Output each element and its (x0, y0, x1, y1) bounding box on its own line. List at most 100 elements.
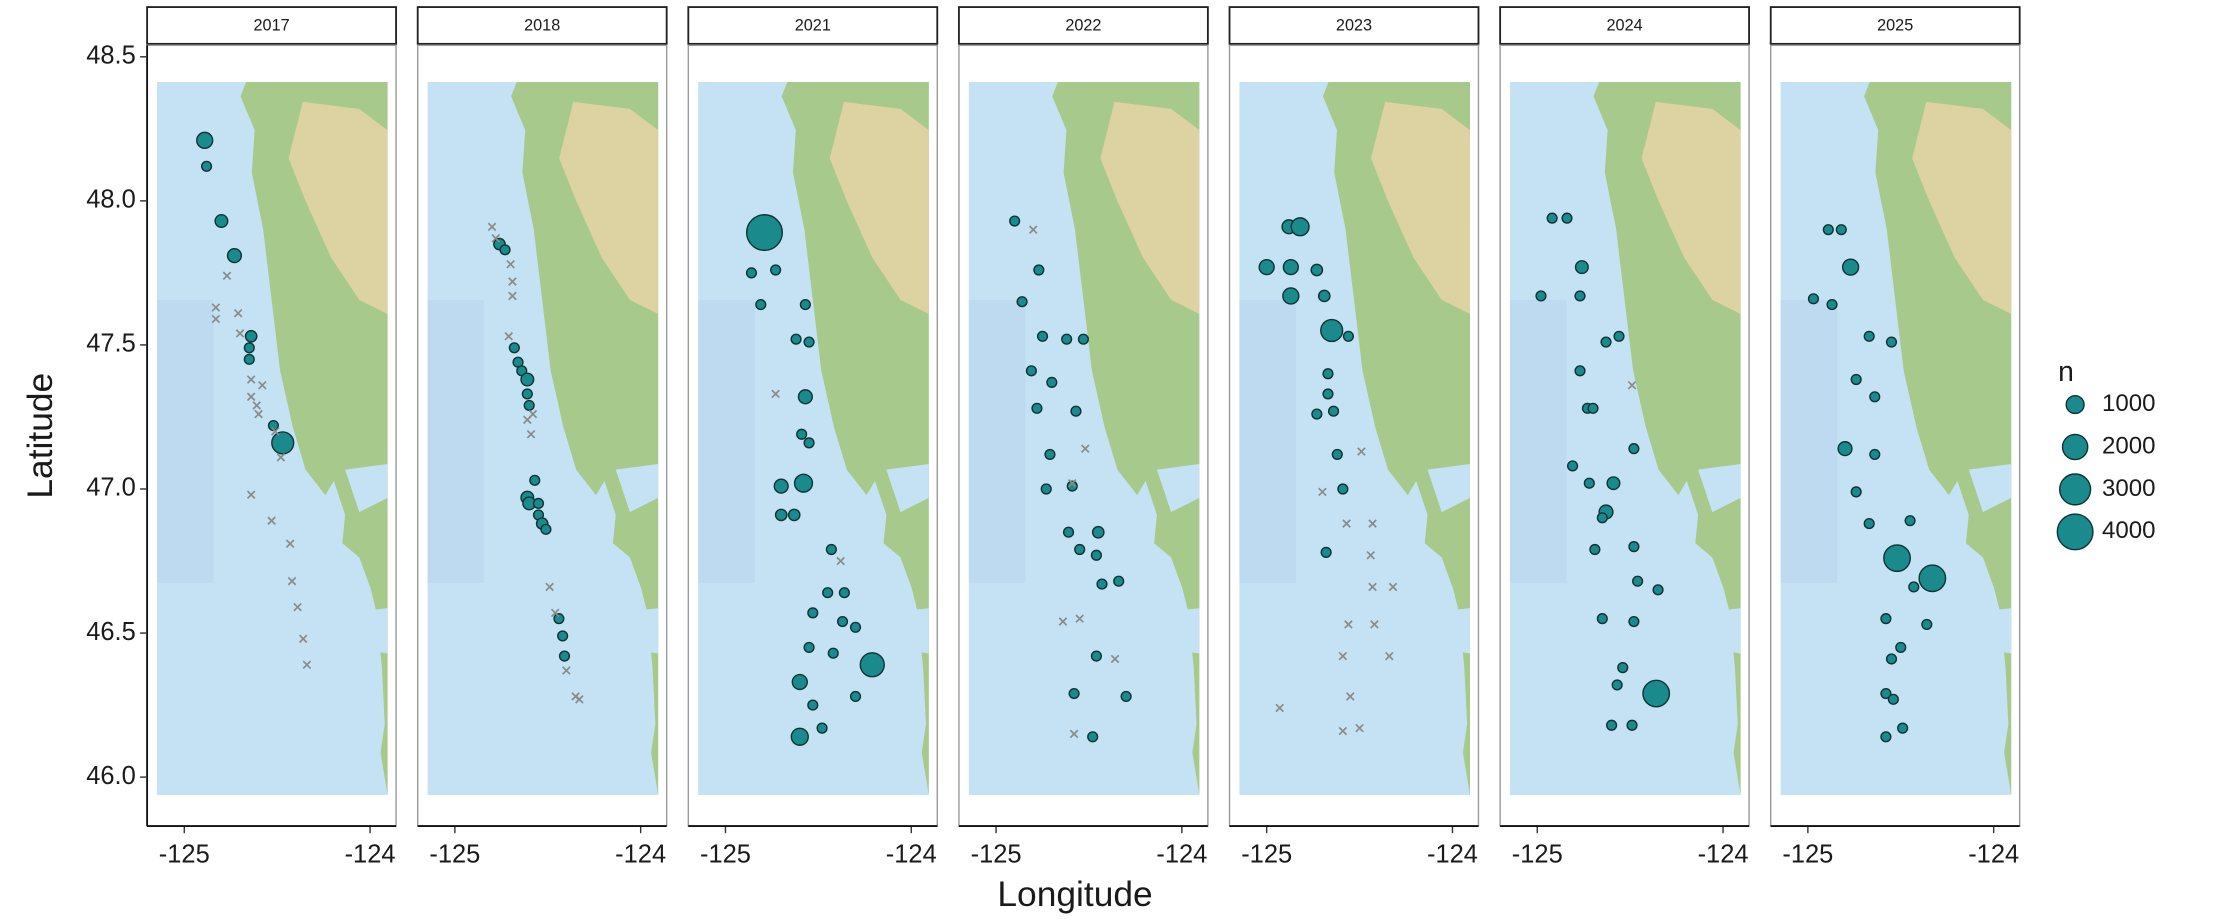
deep-water (1781, 300, 1838, 583)
x-tick-label: -125 (1512, 841, 1563, 869)
catch-point (826, 545, 836, 555)
catch-point (851, 622, 861, 632)
x-tick-label: -124 (1968, 841, 2019, 869)
basemap (1781, 82, 2012, 795)
catch-point (1329, 406, 1339, 416)
deep-water (157, 300, 214, 583)
facet-title: 2017 (254, 16, 290, 34)
x-tick-label: -125 (1782, 841, 1833, 869)
catch-point (756, 300, 766, 310)
catch-point (1093, 527, 1104, 538)
catch-point (1092, 550, 1102, 560)
catch-point (1069, 689, 1079, 699)
catch-point (1259, 260, 1274, 275)
catch-point (500, 245, 510, 255)
catch-point (1612, 680, 1622, 690)
catch-point (1536, 291, 1546, 301)
catch-point (1344, 331, 1354, 341)
catch-point (1629, 617, 1639, 627)
catch-point (804, 337, 814, 347)
catch-point (860, 653, 884, 677)
catch-point (771, 265, 781, 275)
catch-point (1809, 294, 1819, 304)
catch-point (1887, 337, 1897, 347)
x-axis-title: Longitude (997, 875, 1152, 914)
facet-title: 2025 (1877, 16, 1913, 34)
catch-point (1062, 334, 1072, 344)
x-tick-label: -124 (1698, 841, 1749, 869)
catch-point (530, 475, 540, 485)
catch-point (791, 728, 808, 745)
catch-point (1092, 651, 1102, 661)
catch-point (228, 249, 242, 263)
y-axis-title: Latitude (21, 373, 60, 499)
catch-point (1590, 545, 1600, 555)
chart: Longitude Latitude 2017-125-1242018-125-… (0, 0, 2218, 923)
catch-point (1618, 663, 1628, 673)
catch-point (1075, 545, 1085, 555)
page: {"chart_data": { "type": "scatter", "x_l… (0, 0, 2218, 923)
catch-point (558, 631, 568, 641)
catch-point (524, 401, 534, 411)
catch-point (272, 432, 294, 454)
catch-point (1887, 654, 1897, 664)
facet-title: 2023 (1336, 16, 1372, 34)
catch-point (1088, 732, 1098, 742)
catch-point (1121, 692, 1131, 702)
catch-point (1547, 213, 1557, 223)
catch-point (509, 343, 519, 353)
catch-point (534, 499, 544, 509)
x-tick-label: -124 (615, 841, 666, 869)
catch-point (1047, 377, 1057, 387)
facet-title: 2021 (795, 16, 831, 34)
catch-point (1283, 288, 1299, 304)
catch-point (1323, 369, 1333, 379)
catch-point (1071, 406, 1081, 416)
catch-point (1851, 487, 1861, 497)
catch-point (1338, 484, 1348, 494)
catch-point (1588, 403, 1598, 413)
catch-point (1311, 264, 1322, 275)
catch-point (1079, 334, 1089, 344)
y-tick-label: 47.5 (86, 330, 136, 358)
facet-title: 2022 (1065, 16, 1101, 34)
catch-point (839, 588, 849, 598)
catch-point (1629, 444, 1639, 454)
catch-point (800, 300, 810, 310)
catch-point (804, 643, 814, 653)
catch-point (1898, 723, 1908, 733)
y-tick-label: 47.0 (86, 474, 136, 502)
catch-point (1919, 565, 1945, 591)
catch-point (1836, 225, 1846, 235)
legend-label: 2000 (2102, 432, 2155, 459)
y-tick-label: 46.5 (86, 618, 136, 646)
basemap (698, 82, 929, 795)
catch-point (1601, 337, 1611, 347)
catch-point (1896, 643, 1906, 653)
basemap (1239, 82, 1470, 795)
catch-point (798, 390, 812, 404)
x-tick-label: -125 (1241, 841, 1292, 869)
catch-point (1870, 450, 1880, 460)
x-tick-label: -125 (429, 841, 480, 869)
legend-key (2060, 474, 2091, 505)
deep-water (969, 300, 1026, 583)
catch-point (791, 334, 801, 344)
deep-water (698, 300, 755, 583)
catch-point (1045, 450, 1055, 460)
catch-point (1888, 694, 1898, 704)
basemap (969, 82, 1200, 795)
catch-point (215, 215, 228, 228)
basemap (1510, 82, 1741, 795)
catch-point (1827, 300, 1837, 310)
catch-point (1864, 519, 1874, 529)
catch-point (1653, 585, 1663, 595)
catch-point (1576, 261, 1589, 274)
catch-point (808, 700, 818, 710)
y-tick-label: 48.0 (86, 186, 136, 214)
catch-point (202, 161, 212, 171)
catch-point (197, 132, 213, 148)
legend-key (2063, 434, 2088, 459)
catch-point (1568, 461, 1578, 471)
catch-point (1321, 320, 1343, 342)
